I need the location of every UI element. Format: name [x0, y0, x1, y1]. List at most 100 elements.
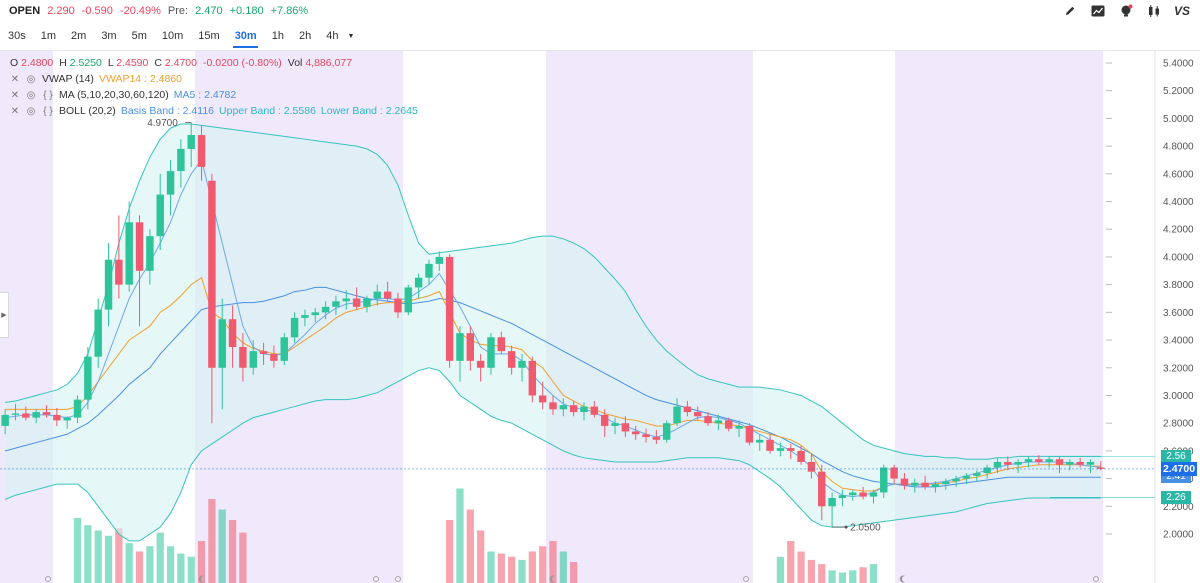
price-chart[interactable]: 5.4000 5.2000 5.0000 4.8000 4.6000 4.4000 4.20…: [0, 51, 1200, 583]
interval-tab-2m[interactable]: 2m: [71, 30, 87, 42]
candle-body: [549, 402, 557, 410]
pencil-icon[interactable]: [1062, 3, 1078, 19]
interval-tab-2h[interactable]: 2h: [298, 30, 312, 42]
candle-body: [580, 406, 588, 413]
volume-label: Vol: [287, 57, 303, 69]
interval-tab-4h[interactable]: 4h: [326, 30, 339, 42]
candle-body: [342, 298, 350, 302]
y-tick-label: 5.0000: [1163, 114, 1194, 125]
interval-tab-3m[interactable]: 3m: [101, 30, 117, 42]
expand-panel-icon[interactable]: ▶: [0, 292, 9, 338]
bulb-icon[interactable]: [1118, 3, 1134, 19]
candle-body: [766, 439, 774, 451]
close-label: C: [154, 57, 162, 69]
open-value: 2.4800: [21, 57, 54, 69]
eye-icon[interactable]: ◎: [26, 89, 36, 101]
candle-body: [662, 423, 671, 440]
volume-bar: [487, 551, 495, 583]
moon-icon: [549, 575, 555, 583]
candle-body: [259, 351, 268, 354]
close-icon[interactable]: ✕: [10, 89, 20, 101]
volume-bar: [477, 530, 485, 583]
candle-body: [32, 412, 40, 418]
candle-body: [787, 448, 795, 451]
last-price-label: 2.4700: [1161, 461, 1197, 476]
volume-bar: [84, 525, 92, 583]
close-icon[interactable]: ✕: [10, 73, 20, 85]
candle-body: [745, 425, 754, 443]
volume-bar: [228, 520, 237, 583]
y-tick-label: 4.6000: [1163, 169, 1194, 180]
low-label: L: [107, 57, 114, 69]
chart-line-icon[interactable]: [1090, 3, 1106, 19]
moon-icon: [899, 575, 905, 583]
y-tick-label: 3.6000: [1163, 308, 1194, 319]
candle-body: [445, 256, 454, 361]
premarket-price: 2.470: [195, 5, 223, 17]
candle-body: [828, 497, 836, 507]
braces-icon[interactable]: { }: [43, 89, 53, 101]
y-tick-label: 3.8000: [1163, 280, 1194, 291]
ohlc-readout: O 2.4800 H 2.5250 L 2.4590 C 2.4700 -0.0…: [10, 57, 352, 69]
volume-bar: [787, 541, 795, 583]
interval-tab-1m[interactable]: 1m: [40, 30, 57, 42]
candle-body: [1086, 461, 1095, 465]
symbol[interactable]: OPEN: [9, 5, 41, 17]
candle-body: [921, 482, 929, 487]
eye-icon[interactable]: ◎: [26, 73, 36, 85]
candle-body: [818, 471, 826, 507]
volume-bar: [518, 559, 526, 583]
candle-body: [177, 148, 185, 172]
candle-body: [414, 277, 423, 288]
indicator-vwap: ✕ ◎ VWAP (14) VWAP14 : 2.4860: [10, 73, 182, 85]
close-icon[interactable]: ✕: [10, 105, 20, 117]
interval-tab-5m[interactable]: 5m: [131, 30, 147, 42]
candle-body: [135, 222, 144, 271]
quote-bar: OPEN 2.290 -0.590 -20.49% Pre: 2.470 +0.…: [0, 0, 1200, 22]
last-price: 2.290: [47, 5, 75, 17]
y-tick-label: 2.2000: [1163, 502, 1194, 513]
compare-button[interactable]: VS: [1173, 4, 1190, 18]
candle-body: [218, 319, 226, 368]
candle-body: [756, 439, 764, 443]
candles-icon[interactable]: [1146, 3, 1162, 19]
candle-body: [621, 423, 630, 432]
candle-body: [1076, 461, 1084, 465]
boll-lower: Lower Band : 2.2645: [320, 105, 418, 117]
candle-body: [611, 423, 619, 426]
candle-body: [735, 425, 743, 429]
interval-tab-1h[interactable]: 1h: [271, 30, 284, 42]
candle-body: [280, 337, 288, 361]
volume-bar: [559, 551, 567, 583]
interval-tab-30s[interactable]: 30s: [8, 30, 26, 42]
volume-bar: [166, 546, 175, 583]
y-tick-label: 4.4000: [1163, 197, 1194, 208]
sun-icon: [373, 576, 379, 582]
candle-body: [383, 291, 392, 299]
interval-tab-30m[interactable]: 30m: [227, 26, 264, 48]
chevron-down-icon[interactable]: ▼: [347, 32, 355, 40]
volume-bar: [570, 562, 578, 583]
candle-body: [973, 473, 981, 476]
change-value: -0.0200 (-0.80%): [203, 57, 282, 69]
candle-body: [962, 475, 971, 479]
braces-icon[interactable]: { }: [43, 105, 53, 117]
premarket-change: +0.180: [229, 5, 264, 17]
y-tick-label: 5.2000: [1163, 86, 1194, 97]
sun-icon: [395, 576, 401, 582]
volume-bar: [218, 509, 226, 583]
interval-tab-15m[interactable]: 15m: [198, 30, 220, 42]
interval-tab-10m[interactable]: 10m: [161, 30, 184, 42]
candle-body: [497, 337, 506, 352]
eye-icon[interactable]: ◎: [26, 105, 36, 117]
candle-body: [942, 481, 950, 485]
ma-value: MA5 : 2.4782: [173, 89, 237, 101]
sun-icon: [743, 576, 749, 582]
y-tick-label: 3.0000: [1163, 391, 1194, 402]
toolbar: VS: [1062, 2, 1190, 20]
candle-body: [1014, 461, 1022, 465]
candle-body: [952, 478, 960, 482]
candle-body: [797, 450, 805, 462]
volume-bar: [776, 556, 785, 583]
y-tick-label: 2.8000: [1163, 419, 1194, 430]
